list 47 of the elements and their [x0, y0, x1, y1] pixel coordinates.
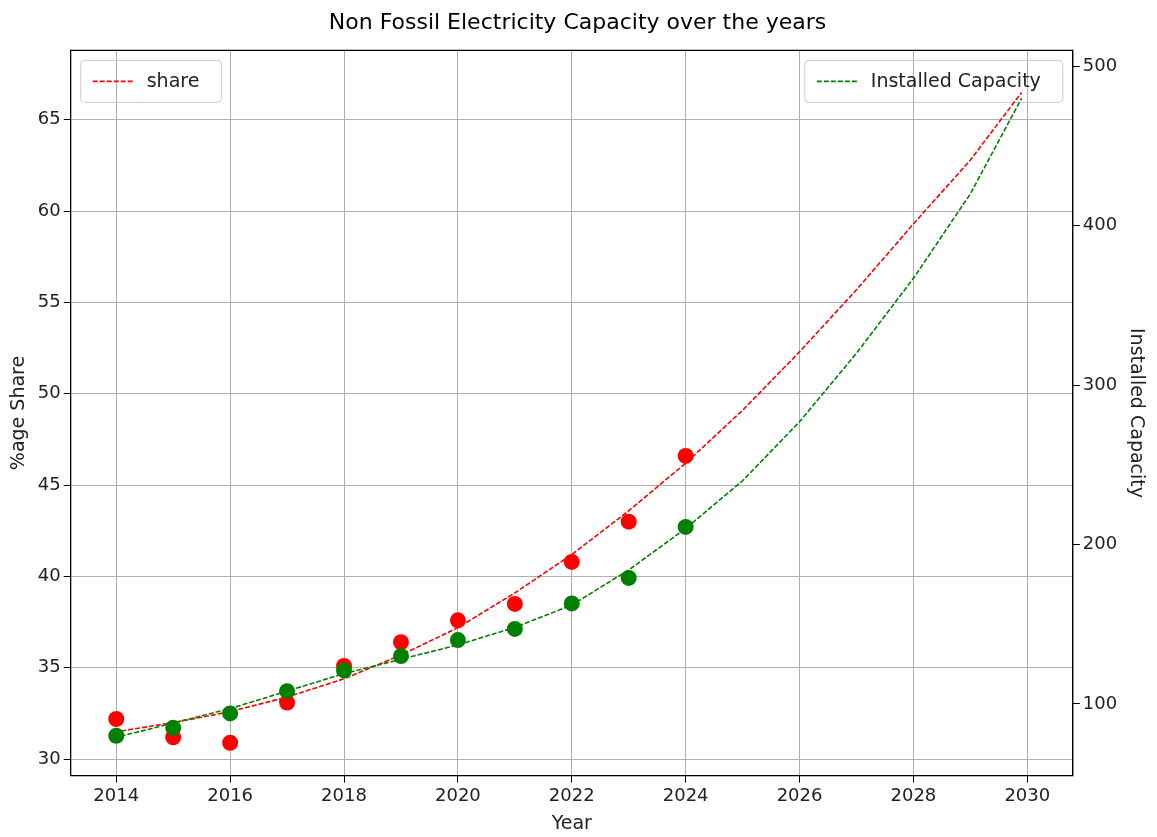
- x-tick-label: 2024: [662, 784, 709, 806]
- legend-label: Installed Capacity: [870, 69, 1041, 92]
- y-tick-label: 30: [37, 746, 61, 768]
- point: [449, 632, 466, 649]
- point: [620, 513, 637, 530]
- point: [506, 595, 523, 612]
- y-tick-label: 55: [37, 290, 61, 312]
- y2-tick-label: 200: [1082, 532, 1118, 554]
- x-tick-label: 2028: [890, 784, 937, 806]
- point: [165, 719, 182, 736]
- legend-label: share: [146, 69, 200, 92]
- point: [563, 553, 580, 570]
- point: [279, 683, 296, 700]
- y-tick-label: 50: [37, 381, 61, 403]
- y2-tick-label: 100: [1082, 691, 1118, 713]
- y-tick-label: 45: [37, 472, 61, 494]
- y-axis-title: %age Share: [6, 355, 29, 471]
- point: [392, 648, 409, 665]
- point: [449, 612, 466, 629]
- x-tick-label: 2016: [207, 784, 254, 806]
- point: [108, 710, 125, 727]
- y2-tick-label: 400: [1082, 213, 1118, 235]
- y2-axis-title: Installed Capacity: [1126, 327, 1149, 499]
- x-tick-label: 2026: [776, 784, 823, 806]
- y-tick-label: 35: [37, 655, 61, 677]
- y-tick-label: 40: [37, 564, 61, 586]
- x-tick-label: 2022: [548, 784, 595, 806]
- x-tick-label: 2020: [434, 784, 481, 806]
- x-tick-label: 2018: [321, 784, 367, 806]
- point: [506, 620, 523, 637]
- point: [563, 595, 580, 612]
- point: [222, 705, 239, 722]
- point: [677, 518, 694, 535]
- point: [108, 727, 125, 744]
- point: [392, 634, 409, 651]
- y-tick-label: 60: [37, 198, 61, 220]
- y2-tick-label: 500: [1082, 54, 1118, 76]
- x-axis-title: Year: [550, 810, 593, 833]
- point: [336, 662, 353, 679]
- chart-title: Non Fossil Electricity Capacity over the years: [328, 8, 827, 34]
- point: [677, 447, 694, 464]
- y-tick-label: 65: [37, 107, 61, 129]
- x-tick-label: 2030: [1004, 784, 1051, 806]
- point: [620, 569, 637, 586]
- x-tick-label: 2014: [93, 784, 140, 806]
- point: [222, 734, 239, 751]
- y2-tick-label: 300: [1082, 372, 1118, 394]
